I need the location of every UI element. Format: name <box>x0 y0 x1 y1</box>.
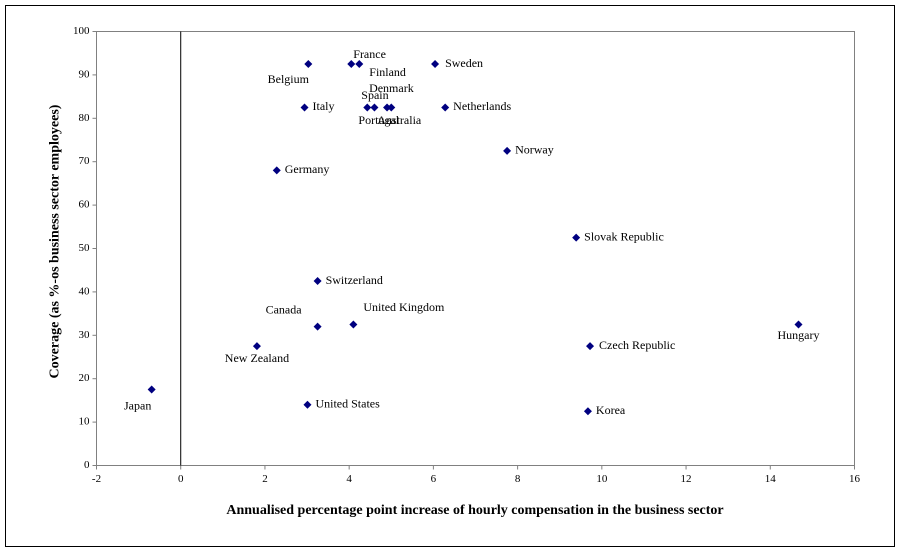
point-label: Spain <box>361 88 388 102</box>
point <box>441 103 450 112</box>
x-tick-label: 0 <box>178 473 184 485</box>
point-label: France <box>353 47 386 61</box>
point <box>586 342 595 351</box>
point <box>313 277 322 286</box>
y-tick-label: 40 <box>79 285 91 297</box>
point <box>363 103 372 112</box>
point <box>252 342 261 351</box>
y-tick-label: 50 <box>79 242 91 254</box>
point-label: Sweden <box>445 56 483 70</box>
y-tick-label: 80 <box>79 112 91 124</box>
y-tick-label: 100 <box>73 25 90 37</box>
x-tick-label: 10 <box>596 473 608 485</box>
point-label: Slovak Republic <box>584 229 664 243</box>
y-axis-title: Coverage (as %-os business sector employ… <box>47 104 63 379</box>
point-label: Australia <box>377 113 422 127</box>
y-tick-label: 10 <box>79 416 91 428</box>
point-label: United States <box>315 396 380 410</box>
point <box>794 320 803 329</box>
point-label: Finland <box>369 65 406 79</box>
x-tick-label: 4 <box>346 473 352 485</box>
point-label: United Kingdom <box>363 300 445 314</box>
x-tick-label: -2 <box>92 473 101 485</box>
y-tick-label: 0 <box>84 459 90 471</box>
point <box>370 103 379 112</box>
point <box>304 60 313 69</box>
point <box>272 166 281 175</box>
point-label: Norway <box>515 143 554 157</box>
x-tick-label: 6 <box>431 473 437 485</box>
point-label: Germany <box>285 162 330 176</box>
point <box>383 103 392 112</box>
point-label: Portugal <box>358 113 399 127</box>
point-label: Japan <box>124 398 151 412</box>
point <box>303 400 312 409</box>
x-tick-label: 2 <box>262 473 268 485</box>
point-label: New Zealand <box>225 351 289 365</box>
plot-border <box>96 31 855 466</box>
point <box>347 60 356 69</box>
point <box>431 60 440 69</box>
y-tick-label: 30 <box>79 329 91 341</box>
x-tick-label: 12 <box>681 473 692 485</box>
point <box>503 146 512 155</box>
y-tick-label: 20 <box>79 372 91 384</box>
point-label: Hungary <box>777 328 819 342</box>
point-label: Czech Republic <box>599 338 675 352</box>
point <box>300 103 309 112</box>
point-label: Netherlands <box>453 99 511 113</box>
point <box>387 103 396 112</box>
point <box>355 60 364 69</box>
point <box>583 407 592 416</box>
point-label: Switzerland <box>326 273 383 287</box>
point-label: Italy <box>313 99 335 113</box>
outer-border <box>5 5 895 547</box>
point-label: Belgium <box>268 72 310 86</box>
point-label: Canada <box>266 302 303 316</box>
point <box>349 320 358 329</box>
y-tick-label: 70 <box>79 155 91 167</box>
y-tick-label: 60 <box>79 199 91 211</box>
point <box>313 322 322 331</box>
point-label: Korea <box>596 403 626 417</box>
point-label: Denmark <box>369 81 414 95</box>
y-tick-label: 90 <box>79 68 91 80</box>
x-tick-label: 16 <box>849 473 861 485</box>
point <box>147 385 156 394</box>
x-tick-label: 14 <box>765 473 777 485</box>
x-axis-title: Annualised percentage point increase of … <box>226 503 723 518</box>
point <box>572 233 581 242</box>
x-tick-label: 8 <box>515 473 521 485</box>
